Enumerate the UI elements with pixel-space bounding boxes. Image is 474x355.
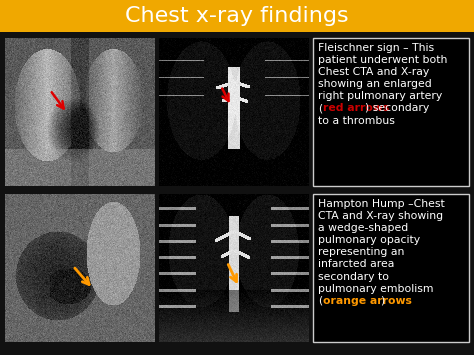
Text: Chest CTA and X-ray: Chest CTA and X-ray: [318, 67, 429, 77]
Text: (: (: [318, 103, 322, 114]
Text: red arrows: red arrows: [323, 103, 389, 114]
Text: secondary to: secondary to: [318, 272, 389, 282]
Text: showing an enlarged: showing an enlarged: [318, 79, 432, 89]
Text: patient underwent both: patient underwent both: [318, 55, 447, 65]
Bar: [313, 194, 469, 342]
Text: Chest x-ray findings: Chest x-ray findings: [125, 6, 349, 26]
Text: right pulmonary artery: right pulmonary artery: [318, 91, 442, 102]
Text: orange arrows: orange arrows: [323, 296, 412, 306]
Text: ) secondary: ) secondary: [365, 103, 429, 114]
Text: Fleischner sign – This: Fleischner sign – This: [318, 43, 434, 53]
Text: pulmonary opacity: pulmonary opacity: [318, 235, 420, 245]
Text: (: (: [318, 296, 322, 306]
Text: to a thrombus: to a thrombus: [318, 115, 395, 126]
Bar: [313, 38, 469, 186]
Text: Hampton Hump –Chest: Hampton Hump –Chest: [318, 199, 445, 209]
Text: ): ): [380, 296, 384, 306]
Text: a wedge-shaped: a wedge-shaped: [318, 223, 408, 233]
Text: pulmonary embolism: pulmonary embolism: [318, 284, 434, 294]
Text: infarcted area: infarcted area: [318, 260, 394, 269]
Text: representing an: representing an: [318, 247, 404, 257]
Text: CTA and X-ray showing: CTA and X-ray showing: [318, 211, 443, 221]
Bar: [0, 0, 474, 32]
